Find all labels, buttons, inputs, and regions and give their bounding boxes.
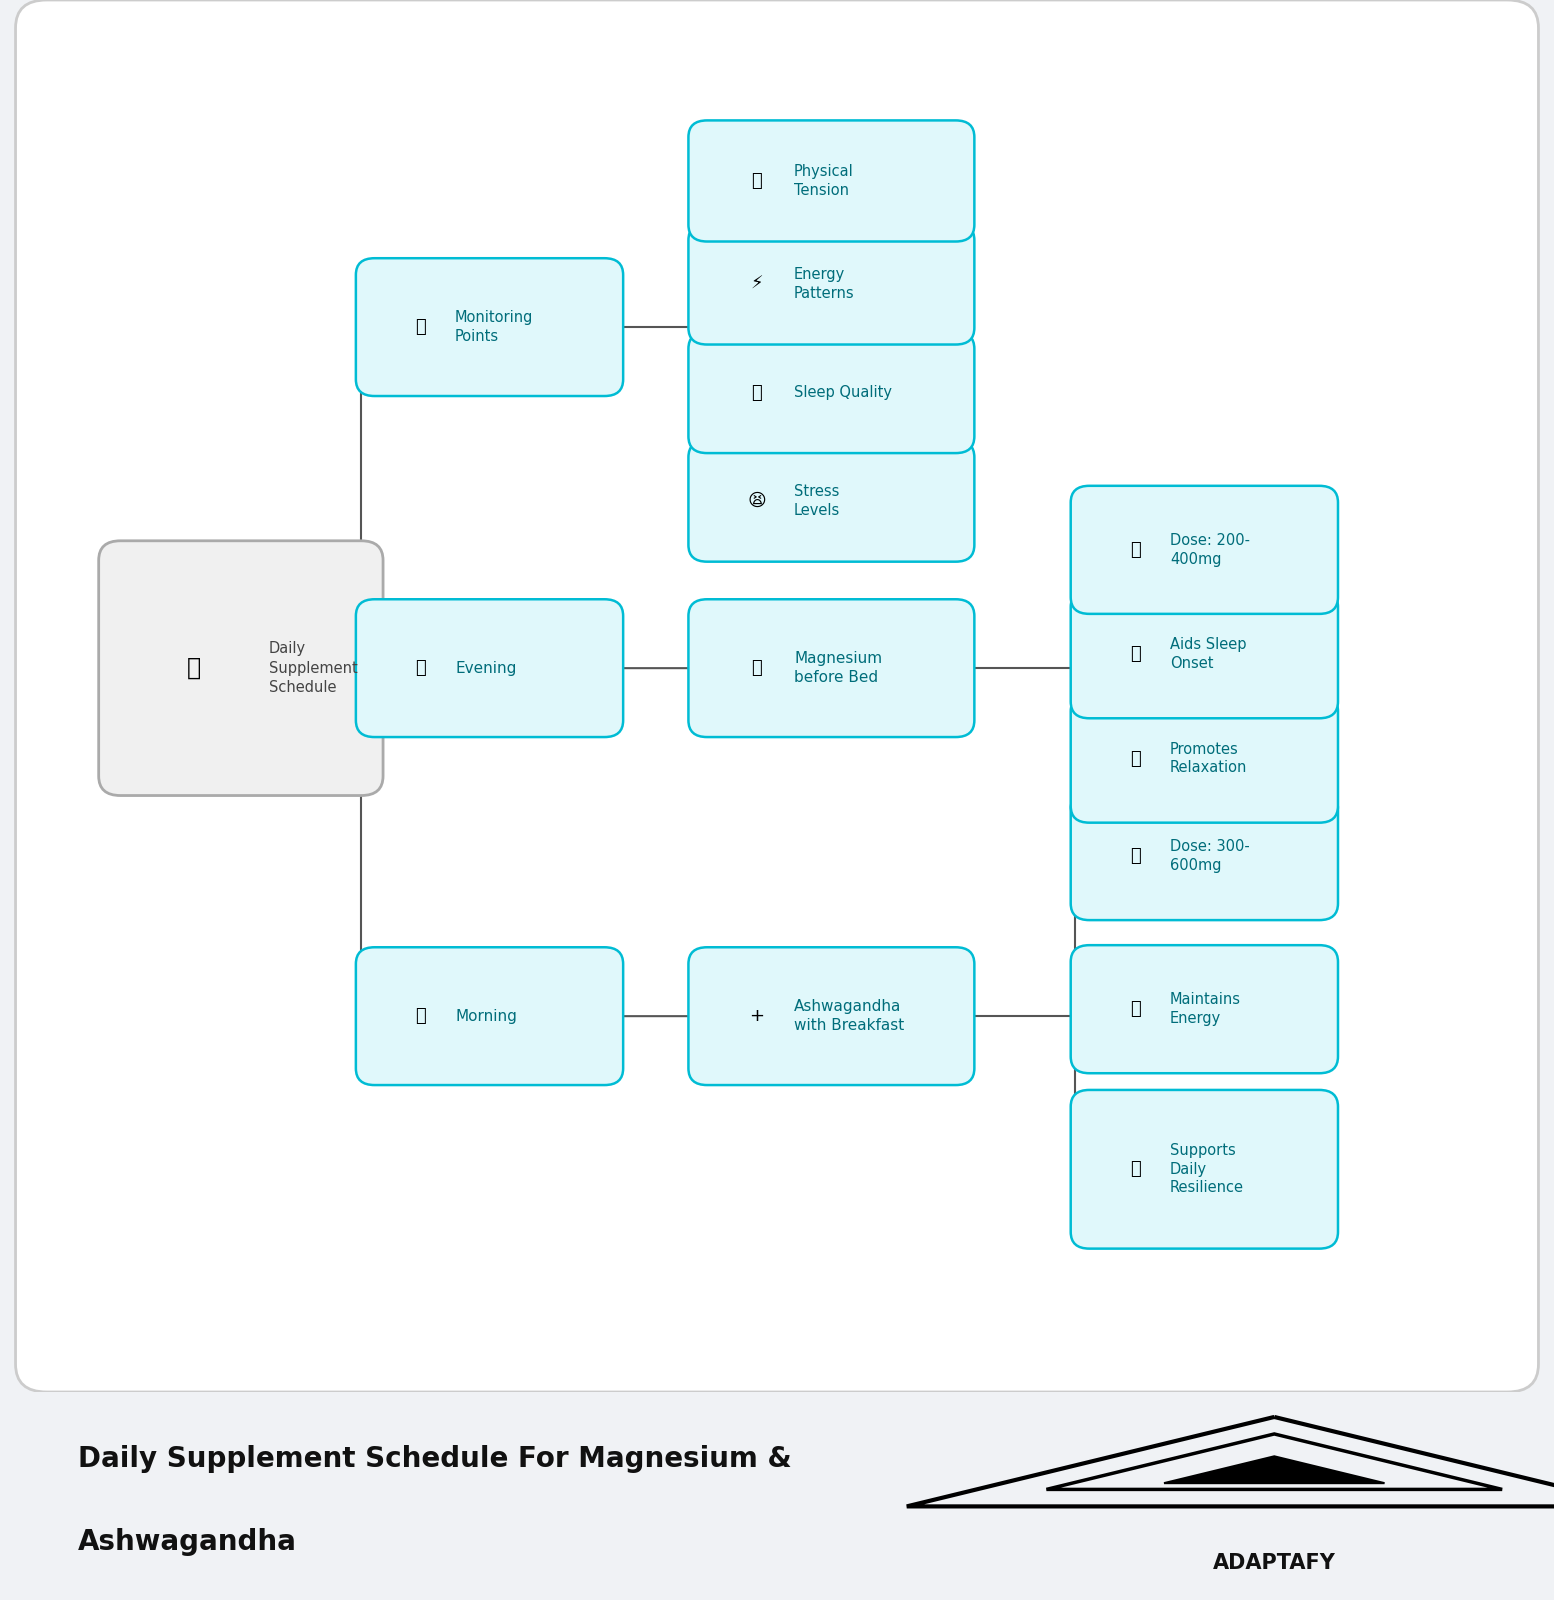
FancyBboxPatch shape (688, 120, 974, 242)
FancyBboxPatch shape (99, 541, 382, 795)
Text: 📝: 📝 (415, 318, 426, 336)
Text: 💤: 💤 (1130, 645, 1141, 664)
Text: 🛡: 🛡 (1130, 1160, 1141, 1178)
Text: 😫: 😫 (747, 493, 766, 510)
Text: 💪: 💪 (752, 171, 761, 190)
Text: Dose: 200-
400mg: Dose: 200- 400mg (1170, 533, 1249, 566)
Text: Magnesium
before Bed: Magnesium before Bed (794, 651, 883, 685)
FancyBboxPatch shape (688, 947, 974, 1085)
Text: Evening: Evening (455, 661, 516, 675)
FancyBboxPatch shape (356, 947, 623, 1085)
Text: 🧘: 🧘 (1130, 750, 1141, 768)
Text: 🗓: 🗓 (186, 656, 202, 680)
FancyBboxPatch shape (688, 440, 974, 562)
Text: Monitoring
Points: Monitoring Points (455, 310, 533, 344)
Text: Energy
Patterns: Energy Patterns (794, 267, 855, 301)
Text: ⏰: ⏰ (752, 384, 761, 402)
Text: 🌅: 🌅 (415, 1006, 426, 1026)
FancyBboxPatch shape (688, 600, 974, 738)
FancyBboxPatch shape (1071, 792, 1338, 920)
FancyBboxPatch shape (356, 600, 623, 738)
Text: ⚡: ⚡ (751, 275, 763, 293)
FancyBboxPatch shape (356, 258, 623, 397)
Text: Stress
Levels: Stress Levels (794, 485, 841, 518)
Text: Maintains
Energy: Maintains Energy (1170, 992, 1240, 1026)
Text: ADAPTAFY: ADAPTAFY (1212, 1552, 1336, 1573)
FancyBboxPatch shape (688, 224, 974, 344)
Text: 🔋: 🔋 (1130, 1000, 1141, 1018)
Text: Supports
Daily
Resilience: Supports Daily Resilience (1170, 1142, 1243, 1195)
FancyBboxPatch shape (1071, 1090, 1338, 1248)
FancyBboxPatch shape (1071, 694, 1338, 822)
Text: Ashwagandha: Ashwagandha (78, 1528, 297, 1555)
Text: Morning: Morning (455, 1008, 517, 1024)
FancyBboxPatch shape (1071, 486, 1338, 614)
Text: +: + (749, 1006, 765, 1026)
FancyBboxPatch shape (1071, 946, 1338, 1074)
Text: 💊: 💊 (1130, 846, 1141, 866)
Text: Ashwagandha
with Breakfast: Ashwagandha with Breakfast (794, 1000, 904, 1034)
Polygon shape (1164, 1456, 1385, 1483)
FancyBboxPatch shape (688, 331, 974, 453)
Text: 💉: 💉 (1130, 541, 1141, 558)
FancyBboxPatch shape (16, 0, 1538, 1392)
Text: 💤: 💤 (752, 659, 761, 677)
Text: Dose: 300-
600mg: Dose: 300- 600mg (1170, 840, 1249, 874)
Text: Daily Supplement Schedule For Magnesium &: Daily Supplement Schedule For Magnesium … (78, 1445, 791, 1472)
Text: Aids Sleep
Onset: Aids Sleep Onset (1170, 637, 1246, 670)
Text: Physical
Tension: Physical Tension (794, 165, 853, 198)
Text: Daily
Supplement
Schedule: Daily Supplement Schedule (269, 642, 357, 696)
Text: 🌙: 🌙 (415, 659, 426, 677)
Text: Promotes
Relaxation: Promotes Relaxation (1170, 742, 1248, 776)
FancyBboxPatch shape (1071, 590, 1338, 718)
Text: Sleep Quality: Sleep Quality (794, 386, 892, 400)
